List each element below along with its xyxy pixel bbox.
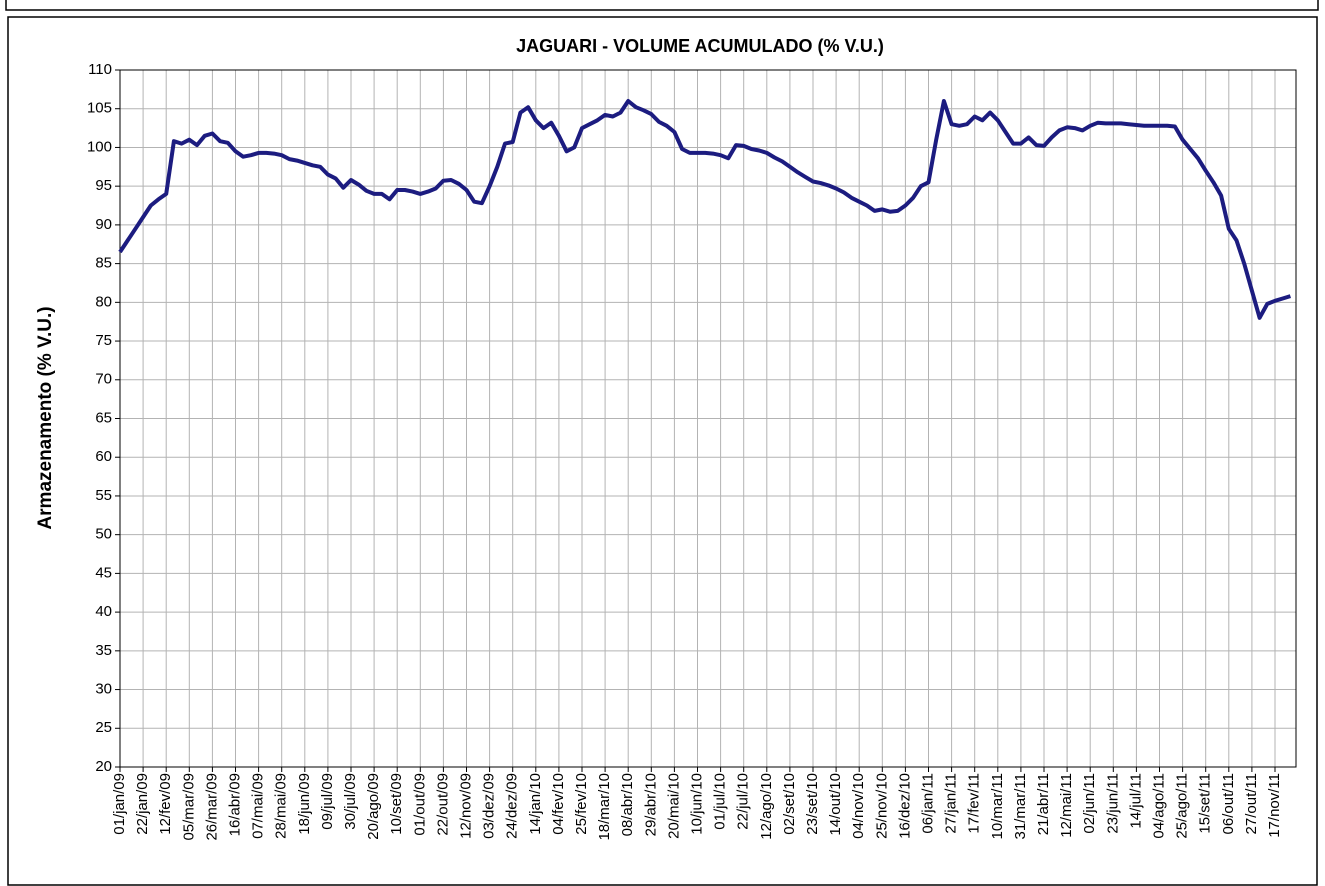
x-tick-label: 23/jun/11 xyxy=(1104,773,1121,834)
x-tick-label: 09/jul/09 xyxy=(319,773,336,830)
x-tick-label: 02/set/10 xyxy=(781,773,798,835)
x-tick-label: 17/nov/11 xyxy=(1266,773,1283,838)
x-tick-label: 03/dez/09 xyxy=(481,773,498,839)
x-tick-label: 25/ago/11 xyxy=(1174,773,1191,839)
x-tick-label: 02/jun/11 xyxy=(1081,773,1098,834)
x-tick-label: 01/jul/10 xyxy=(712,773,729,830)
x-tick-label: 10/set/09 xyxy=(388,773,405,835)
y-tick-label: 80 xyxy=(95,293,112,310)
chart-frame xyxy=(7,16,1318,886)
x-tick-label: 12/ago/10 xyxy=(758,773,775,840)
x-tick-label: 04/ago/11 xyxy=(1150,773,1167,839)
y-tick-label: 25 xyxy=(95,719,112,736)
x-tick-label: 18/mar/10 xyxy=(596,773,613,841)
x-tick-label: 18/jun/09 xyxy=(296,773,313,835)
x-tick-label: 12/fev/09 xyxy=(157,773,174,835)
x-tick-label: 04/fev/10 xyxy=(550,773,567,835)
x-tick-label: 16/abr/09 xyxy=(226,773,243,836)
y-tick-label: 90 xyxy=(95,216,112,233)
y-tick-label: 45 xyxy=(95,564,112,581)
x-tick-label: 12/nov/09 xyxy=(457,773,474,839)
y-tick-label: 20 xyxy=(95,758,112,775)
x-tick-label: 25/nov/10 xyxy=(873,773,890,839)
x-tick-label: 27/jan/11 xyxy=(943,773,960,834)
x-tick-label: 08/abr/10 xyxy=(619,773,636,836)
y-tick-label: 75 xyxy=(95,332,112,349)
x-tick-label: 24/dez/09 xyxy=(504,773,521,839)
x-tick-label: 22/jul/10 xyxy=(735,773,752,830)
x-tick-label: 25/fev/10 xyxy=(573,773,590,835)
top-frame xyxy=(5,0,1319,11)
x-tick-label: 14/jan/10 xyxy=(527,773,544,835)
x-tick-label: 06/out/11 xyxy=(1220,773,1237,834)
x-tick-label: 12/mai/11 xyxy=(1058,773,1075,838)
x-tick-label: 07/mai/09 xyxy=(250,773,267,839)
y-tick-label: 35 xyxy=(95,642,112,659)
x-tick-label: 30/jul/09 xyxy=(342,773,359,830)
y-tick-label: 30 xyxy=(95,681,112,698)
x-tick-label: 23/set/10 xyxy=(804,773,821,835)
y-tick-label: 105 xyxy=(87,100,112,117)
x-tick-label: 01/out/09 xyxy=(411,773,428,836)
x-tick-label: 22/out/09 xyxy=(434,773,451,836)
x-tick-label: 01/jan/09 xyxy=(111,773,128,835)
x-tick-label: 29/abr/10 xyxy=(642,773,659,836)
y-tick-label: 40 xyxy=(95,603,112,620)
y-tick-label: 110 xyxy=(88,61,112,78)
x-tick-label: 26/mar/09 xyxy=(203,773,220,841)
x-tick-label: 22/jan/09 xyxy=(134,773,151,835)
x-tick-label: 21/abr/11 xyxy=(1035,773,1052,835)
x-tick-label: 05/mar/09 xyxy=(180,773,197,841)
plot-area xyxy=(119,69,1297,768)
x-tick-label: 10/jun/10 xyxy=(688,773,705,835)
x-tick-label: 20/mai/10 xyxy=(665,773,682,839)
y-axis-title: Armazenamento (% V.U.) xyxy=(35,306,56,529)
x-tick-label: 31/mar/11 xyxy=(1012,773,1029,839)
data-line xyxy=(118,99,1291,320)
x-tick-label: 17/fev/11 xyxy=(966,773,983,834)
y-tick-label: 70 xyxy=(95,371,112,388)
x-tick-label: 27/out/11 xyxy=(1243,773,1260,834)
y-tick-label: 85 xyxy=(95,255,112,272)
x-tick-label: 20/ago/09 xyxy=(365,773,382,840)
y-tick-label: 55 xyxy=(95,487,112,504)
y-tick-label: 65 xyxy=(95,409,112,426)
x-tick-label: 15/set/11 xyxy=(1197,773,1214,834)
x-tick-label: 28/mai/09 xyxy=(273,773,290,839)
x-tick-label: 04/nov/10 xyxy=(850,773,867,839)
x-tick-label: 14/out/10 xyxy=(827,773,844,836)
y-tick-label: 100 xyxy=(87,138,112,155)
x-tick-label: 06/jan/11 xyxy=(919,773,936,834)
y-tick-label: 60 xyxy=(95,448,112,465)
y-tick-label: 95 xyxy=(95,177,112,194)
chart-title: JAGUARI - VOLUME ACUMULADO (% V.U.) xyxy=(516,36,884,56)
y-tick-label: 50 xyxy=(95,526,112,543)
x-tick-label: 16/dez/10 xyxy=(896,773,913,839)
x-tick-label: 14/jul/11 xyxy=(1127,773,1144,829)
x-tick-label: 10/mar/11 xyxy=(989,773,1006,839)
